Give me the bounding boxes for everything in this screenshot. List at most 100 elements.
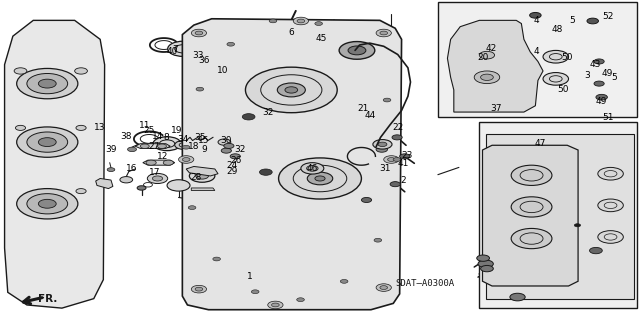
Circle shape (376, 284, 392, 291)
Text: 47: 47 (534, 138, 545, 148)
Circle shape (384, 156, 399, 163)
Text: 7: 7 (172, 45, 177, 54)
Circle shape (315, 176, 325, 181)
Text: 21: 21 (358, 104, 369, 113)
Text: 44: 44 (364, 111, 375, 120)
Text: 42: 42 (485, 44, 497, 53)
Polygon shape (483, 145, 578, 286)
Circle shape (259, 169, 272, 175)
Circle shape (153, 137, 181, 151)
Polygon shape (143, 160, 175, 165)
Circle shape (393, 158, 401, 161)
Text: 38: 38 (120, 132, 131, 141)
Circle shape (511, 228, 552, 249)
Circle shape (293, 17, 308, 25)
Text: 36: 36 (198, 56, 210, 65)
Text: 48: 48 (551, 25, 563, 34)
Text: 40: 40 (166, 47, 178, 56)
Text: 12: 12 (157, 152, 168, 161)
Text: 46: 46 (307, 164, 318, 173)
Text: 33: 33 (192, 51, 204, 60)
Text: 29: 29 (227, 167, 237, 176)
Circle shape (355, 50, 363, 54)
Polygon shape (135, 144, 170, 148)
Circle shape (205, 49, 213, 53)
Circle shape (380, 31, 388, 35)
Text: 43: 43 (589, 60, 601, 69)
Text: 5: 5 (569, 16, 575, 25)
Text: 27: 27 (148, 142, 160, 151)
Text: 15: 15 (198, 136, 210, 145)
Circle shape (179, 156, 194, 163)
Circle shape (481, 74, 493, 80)
Circle shape (543, 50, 568, 63)
Circle shape (348, 46, 366, 55)
Text: 19: 19 (171, 126, 182, 135)
Circle shape (477, 255, 490, 261)
Circle shape (268, 301, 283, 309)
Circle shape (137, 186, 146, 190)
Circle shape (301, 163, 324, 174)
Circle shape (589, 248, 602, 254)
Text: 18: 18 (188, 142, 200, 151)
Text: 41: 41 (397, 159, 408, 168)
Circle shape (204, 154, 212, 158)
Circle shape (191, 286, 207, 293)
Text: 6: 6 (289, 28, 294, 37)
Circle shape (213, 257, 220, 261)
Circle shape (194, 145, 202, 149)
Text: 50: 50 (561, 53, 573, 62)
Circle shape (196, 173, 209, 179)
Circle shape (76, 125, 86, 130)
Circle shape (297, 19, 305, 23)
Circle shape (27, 194, 68, 214)
Circle shape (75, 68, 88, 74)
Circle shape (587, 18, 598, 24)
Circle shape (392, 135, 402, 140)
Circle shape (76, 189, 86, 194)
Circle shape (188, 206, 196, 210)
Circle shape (269, 19, 277, 23)
Polygon shape (186, 167, 218, 176)
Circle shape (246, 67, 337, 113)
Circle shape (339, 41, 375, 59)
Circle shape (167, 180, 190, 191)
Circle shape (146, 160, 156, 165)
Circle shape (598, 199, 623, 212)
Circle shape (307, 172, 333, 185)
Circle shape (152, 176, 163, 181)
Text: 14: 14 (152, 132, 163, 141)
Text: 45: 45 (316, 34, 327, 43)
Text: 34: 34 (177, 135, 189, 144)
Circle shape (511, 197, 552, 217)
Circle shape (17, 189, 78, 219)
Polygon shape (486, 134, 634, 299)
Circle shape (598, 231, 623, 243)
Circle shape (271, 303, 279, 307)
Circle shape (530, 12, 541, 18)
Circle shape (189, 170, 215, 182)
Circle shape (38, 138, 56, 146)
Circle shape (479, 51, 495, 59)
Circle shape (182, 145, 190, 149)
Polygon shape (182, 19, 401, 310)
Text: 52: 52 (602, 12, 614, 21)
Circle shape (474, 71, 500, 84)
Circle shape (147, 174, 168, 183)
Circle shape (376, 29, 392, 37)
Circle shape (285, 87, 298, 93)
Text: 11: 11 (139, 122, 150, 130)
Circle shape (594, 59, 604, 64)
Text: 24: 24 (227, 161, 237, 170)
Text: 51: 51 (602, 113, 614, 122)
Circle shape (127, 147, 136, 152)
Circle shape (27, 73, 68, 94)
Circle shape (374, 238, 381, 242)
Circle shape (596, 94, 607, 100)
Polygon shape (96, 178, 113, 189)
Circle shape (284, 23, 294, 28)
Circle shape (362, 197, 372, 203)
Text: 32: 32 (262, 108, 273, 117)
Circle shape (168, 41, 198, 56)
Circle shape (140, 144, 149, 148)
